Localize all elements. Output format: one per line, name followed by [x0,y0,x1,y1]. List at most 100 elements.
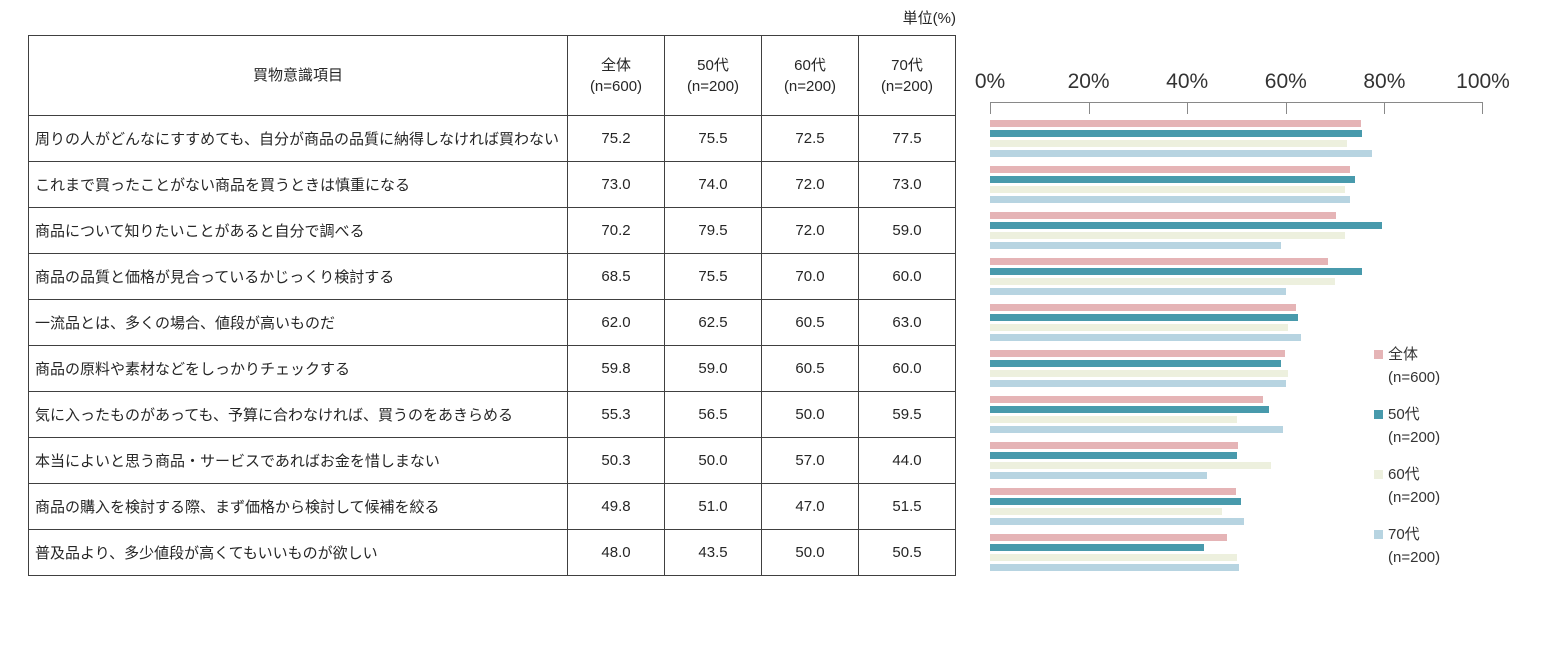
axis-tick [1482,103,1483,114]
chart-bar [990,212,1337,219]
chart-bar [990,232,1345,239]
value-70s: 63.0 [858,299,956,346]
col-n: (n=200) [880,77,934,95]
chart-bar [990,554,1237,561]
table-row: これまで買ったことがない商品を買うときは慎重になる 73.0 74.0 72.0… [28,161,956,208]
axis-tick-label: 100% [1456,70,1510,93]
unit-label: 単位(%) [902,10,956,27]
shopping-attitude-table: 買物意識項目 全体 (n=600) 50代 (n=200) 60代 (n=200) 7… [28,35,956,576]
value-zentai: 50.3 [567,437,665,484]
table-header-item: 買物意識項目 [28,35,568,116]
chart-bar [990,166,1350,173]
table-row: 一流品とは、多くの場合、値段が高いものだ 62.0 62.5 60.5 63.0 [28,299,956,346]
chart-bar [990,416,1237,423]
item-label: これまで買ったことがない商品を買うときは慎重になる [28,161,568,208]
chart-bar [990,176,1355,183]
value-60s: 47.0 [761,483,859,530]
value-60s: 72.5 [761,115,859,162]
bar-group [990,534,1483,571]
chart-bar [990,518,1244,525]
legend-entry-60s: 60代 (n=200) [1374,463,1440,509]
chart-bar [990,242,1281,249]
value-zentai: 48.0 [567,529,665,576]
value-50s: 43.5 [664,529,762,576]
value-50s: 56.5 [664,391,762,438]
chart-bar [990,288,1286,295]
item-label: 一流品とは、多くの場合、値段が高いものだ [28,299,568,346]
value-70s: 60.0 [858,253,956,300]
col-label: 50代 [697,56,729,74]
chart-bar [990,304,1296,311]
legend-swatch-60s [1374,470,1383,479]
bar-group [990,166,1483,203]
legend-swatch-50s [1374,410,1383,419]
value-70s: 59.0 [858,207,956,254]
legend-swatch-70s [1374,530,1383,539]
value-60s: 50.0 [761,391,859,438]
value-70s: 77.5 [858,115,956,162]
chart-bar [990,222,1382,229]
value-50s: 51.0 [664,483,762,530]
chart-bar [990,442,1238,449]
legend-n: (n=200) [1388,549,1441,566]
value-zentai: 49.8 [567,483,665,530]
table-row: 商品の原料や素材などをしっかりチェックする 59.8 59.0 60.5 60.… [28,345,956,392]
chart-bar [990,130,1363,137]
legend-label: 60代 [1388,466,1420,483]
grouped-bar-chart: 0% 20% 40% 60% 80% 100% [975,0,1510,610]
chart-bar [990,462,1271,469]
value-70s: 73.0 [858,161,956,208]
plot-area [990,120,1483,580]
value-50s: 50.0 [664,437,762,484]
value-zentai: 55.3 [567,391,665,438]
value-70s: 60.0 [858,345,956,392]
chart-bar [990,452,1237,459]
item-label: 普及品より、多少値段が高くてもいいものが欲しい [28,529,568,576]
chart-bar [990,120,1361,127]
value-50s: 74.0 [664,161,762,208]
chart-bar [990,380,1286,387]
item-label: 本当によいと思う商品・サービスであればお金を惜しまない [28,437,568,484]
bar-group [990,396,1483,433]
value-zentai: 62.0 [567,299,665,346]
axis-tick-label: 0% [974,70,1006,93]
chart-bar [990,426,1284,433]
axis-tick [1285,103,1287,114]
value-70s: 59.5 [858,391,956,438]
chart-legend: 全体 (n=600) 50代 (n=200) 60代 (n=200) 70代 (… [1374,343,1440,583]
chart-bar [990,564,1239,571]
table-row: 商品の購入を検討する際、まず価格から検討して候補を絞る 49.8 51.0 47… [28,483,956,530]
value-zentai: 75.2 [567,115,665,162]
value-50s: 62.5 [664,299,762,346]
axis-tick-label: 80% [1363,70,1406,93]
item-label: 商品について知りたいことがあると自分で調べる [28,207,568,254]
chart-bar [990,534,1227,541]
table-header-row: 買物意識項目 全体 (n=600) 50代 (n=200) 60代 (n=200) 7… [28,35,956,116]
value-50s: 59.0 [664,345,762,392]
value-zentai: 70.2 [567,207,665,254]
chart-bar [990,334,1301,341]
bar-group [990,120,1483,157]
chart-bar [990,314,1299,321]
axis-tick [1088,103,1090,114]
value-70s: 51.5 [858,483,956,530]
legend-entry-50s: 50代 (n=200) [1374,403,1440,449]
table-row: 本当によいと思う商品・サービスであればお金を惜しまない 50.3 50.0 57… [28,437,956,484]
x-axis-line [990,102,1483,114]
chart-bar [990,360,1281,367]
value-zentai: 73.0 [567,161,665,208]
axis-tick-label: 20% [1067,70,1110,93]
value-60s: 72.0 [761,161,859,208]
value-50s: 75.5 [664,115,762,162]
col-n: (n=600) [589,77,643,95]
chart-bar [990,186,1345,193]
bar-group [990,212,1483,249]
table-row: 気に入ったものがあっても、予算に合わなければ、買うのをあきらめる 55.3 56… [28,391,956,438]
table-row: 商品について知りたいことがあると自分で調べる 70.2 79.5 72.0 59… [28,207,956,254]
value-70s: 44.0 [858,437,956,484]
legend-swatch-zentai [1374,350,1383,359]
legend-n: (n=200) [1388,489,1441,506]
col-label: 70代 [891,56,923,74]
item-label: 周りの人がどんなにすすめても、自分が商品の品質に納得しなければ買わない [28,115,568,162]
